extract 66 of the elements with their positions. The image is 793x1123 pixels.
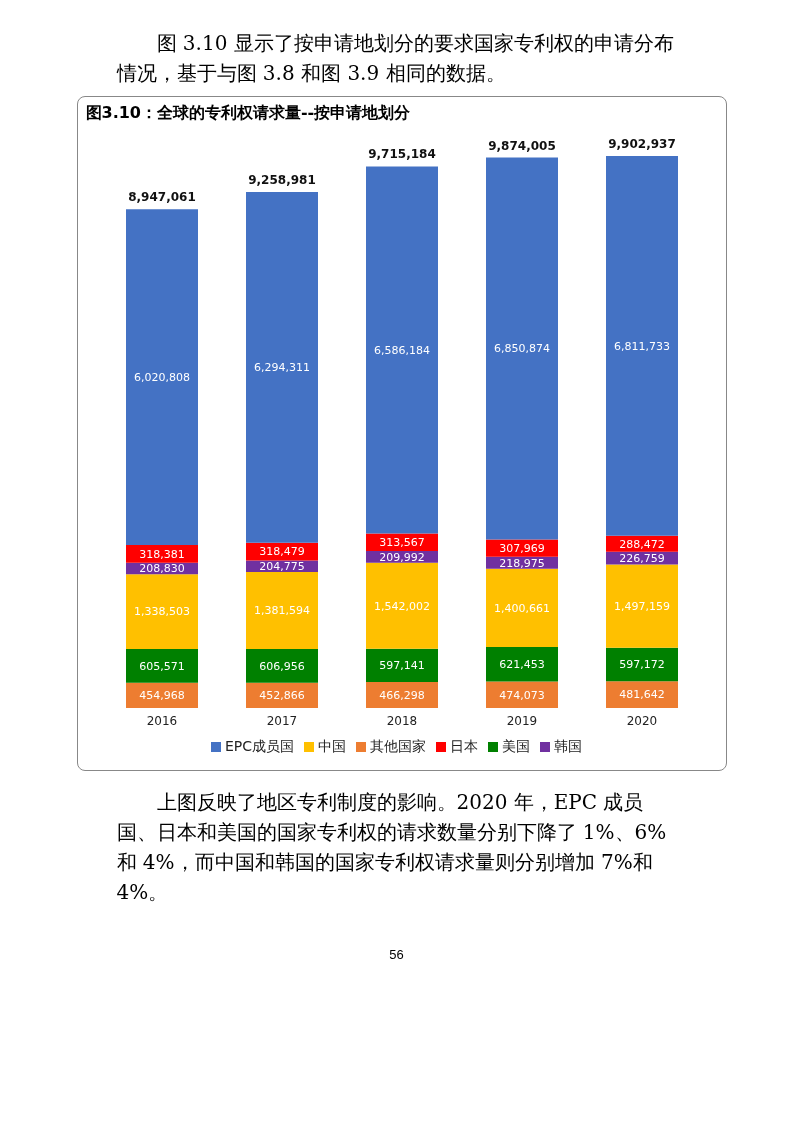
- bar: [245, 191, 318, 543]
- data-label: 1,381,594: [253, 604, 310, 618]
- total-label: 9,715,184: [367, 147, 436, 162]
- data-label: 452,866: [258, 689, 305, 703]
- bar: [365, 166, 438, 534]
- legend-label: 韩国: [554, 738, 583, 754]
- data-label: 1,338,503: [133, 605, 190, 619]
- data-label: 318,479: [258, 545, 305, 559]
- x-tick-label: 2020: [626, 713, 657, 728]
- bar: [125, 209, 198, 545]
- data-label: 218,975: [498, 556, 545, 570]
- bar: [365, 648, 438, 683]
- data-label: 1,542,002: [373, 599, 430, 613]
- legend-label: EPC成员国: [224, 738, 295, 754]
- data-label: 318,381: [138, 547, 185, 561]
- data-label: 6,294,311: [253, 361, 310, 375]
- data-label: 208,830: [138, 562, 185, 576]
- total-label: 9,258,981: [247, 172, 316, 187]
- data-label: 621,453: [498, 658, 545, 672]
- data-label: 454,968: [138, 689, 185, 703]
- legend-label: 其他国家: [370, 738, 427, 754]
- total-label: 9,902,937: [607, 137, 676, 151]
- legend-label: 日本: [450, 738, 479, 754]
- data-label: 6,850,874: [493, 342, 550, 356]
- data-label: 1,400,661: [493, 601, 550, 615]
- data-label: 6,586,184: [373, 343, 430, 357]
- bar: [605, 564, 678, 648]
- data-label: 481,642: [618, 688, 665, 702]
- bar: [605, 156, 678, 536]
- caption: 图 3.10 显示了按申请地划分的要求国家专利权的申请分布情况，基于与图 3.8 和图 3.9 相同的数据。: [116, 30, 675, 87]
- data-label: 209,992: [378, 550, 425, 564]
- bar: [605, 681, 678, 708]
- bar: [125, 648, 198, 683]
- data-label: 6,020,808: [133, 370, 190, 384]
- bar: [485, 157, 558, 540]
- data-label: 6,811,733: [613, 339, 670, 353]
- total-label: 8,947,061: [127, 190, 196, 205]
- legend-label: 中国: [318, 738, 347, 754]
- chart-title: 图3.10：全球的专利权请求量--按申请地划分: [84, 102, 412, 124]
- text: 上图反映了地区专利制度的影响。2020 年，EPC 成员国、日本和美国的国家专利权的请求数量分别下降了 1%、6%和 4%，而中国和韩国的国家专利权请求量则分别增加 7%和 4%。: [116, 789, 668, 906]
- bar: [485, 646, 558, 682]
- data-label: 474,073: [498, 688, 545, 702]
- x-tick-label: 2019: [506, 713, 537, 728]
- x-tick-label: 2017: [266, 713, 297, 728]
- data-label: 466,298: [378, 688, 425, 702]
- data-label: 204,775: [258, 560, 305, 574]
- data-label: 597,172: [618, 658, 665, 672]
- bar: [365, 562, 438, 649]
- bar: [245, 571, 318, 649]
- bar: [485, 568, 558, 647]
- x-tick-label: 2018: [386, 713, 417, 728]
- x-tick-label: 2016: [146, 713, 177, 728]
- legend-label: 美国: [502, 738, 531, 754]
- data-label: 606,956: [258, 659, 305, 673]
- total-label: 9,874,005: [487, 138, 556, 153]
- data-label: 1,497,159: [613, 599, 670, 613]
- data-label: 307,969: [498, 541, 545, 555]
- bar: [605, 647, 678, 682]
- data-label: 313,567: [378, 536, 425, 550]
- data-label: 605,571: [138, 659, 185, 673]
- data-label: 226,759: [618, 551, 665, 565]
- bar: [125, 574, 198, 649]
- data-label: 597,141: [378, 659, 425, 673]
- bar: [245, 648, 318, 683]
- text: 56: [388, 947, 405, 962]
- data-label: 288,472: [618, 537, 665, 551]
